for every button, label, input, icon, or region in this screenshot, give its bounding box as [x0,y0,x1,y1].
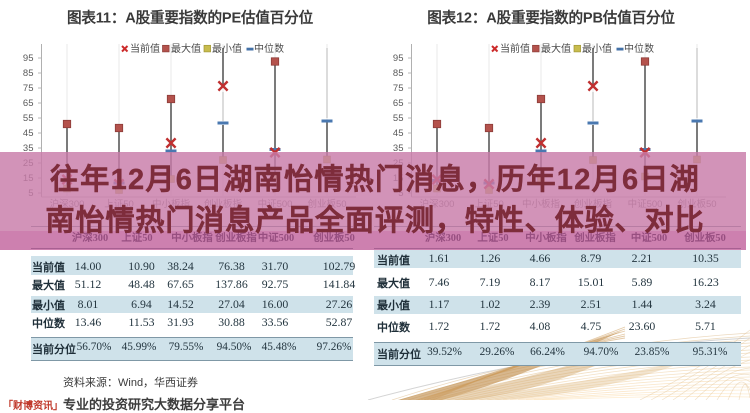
svg-text:75: 75 [393,83,404,94]
svg-text:55: 55 [393,113,404,124]
svg-text:最大值: 最大值 [541,42,571,55]
svg-text:中位数: 中位数 [624,42,654,55]
svg-text:最大值: 最大值 [171,42,201,55]
svg-text:45: 45 [393,128,404,139]
svg-text:当前值: 当前值 [130,42,160,55]
svg-text:最小值: 最小值 [212,42,242,55]
svg-text:最小值: 最小值 [582,42,612,55]
svg-text:当前值: 当前值 [500,42,530,55]
svg-text:中位数: 中位数 [254,42,284,55]
svg-text:95: 95 [23,53,34,64]
svg-text:45: 45 [23,128,34,139]
svg-text:85: 85 [23,68,34,79]
svg-text:65: 65 [393,98,404,109]
svg-text:65: 65 [23,98,34,109]
svg-text:85: 85 [393,68,404,79]
svg-text:55: 55 [23,113,34,124]
svg-text:图表12：A股重要指数的PB估值百分位: 图表12：A股重要指数的PB估值百分位 [427,9,675,27]
svg-text:35: 35 [23,143,34,154]
svg-text:75: 75 [23,83,34,94]
svg-text:35: 35 [393,143,404,154]
svg-text:图表11：A股重要指数的PE估值百分位: 图表11：A股重要指数的PE估值百分位 [67,9,314,27]
svg-text:95: 95 [393,53,404,64]
